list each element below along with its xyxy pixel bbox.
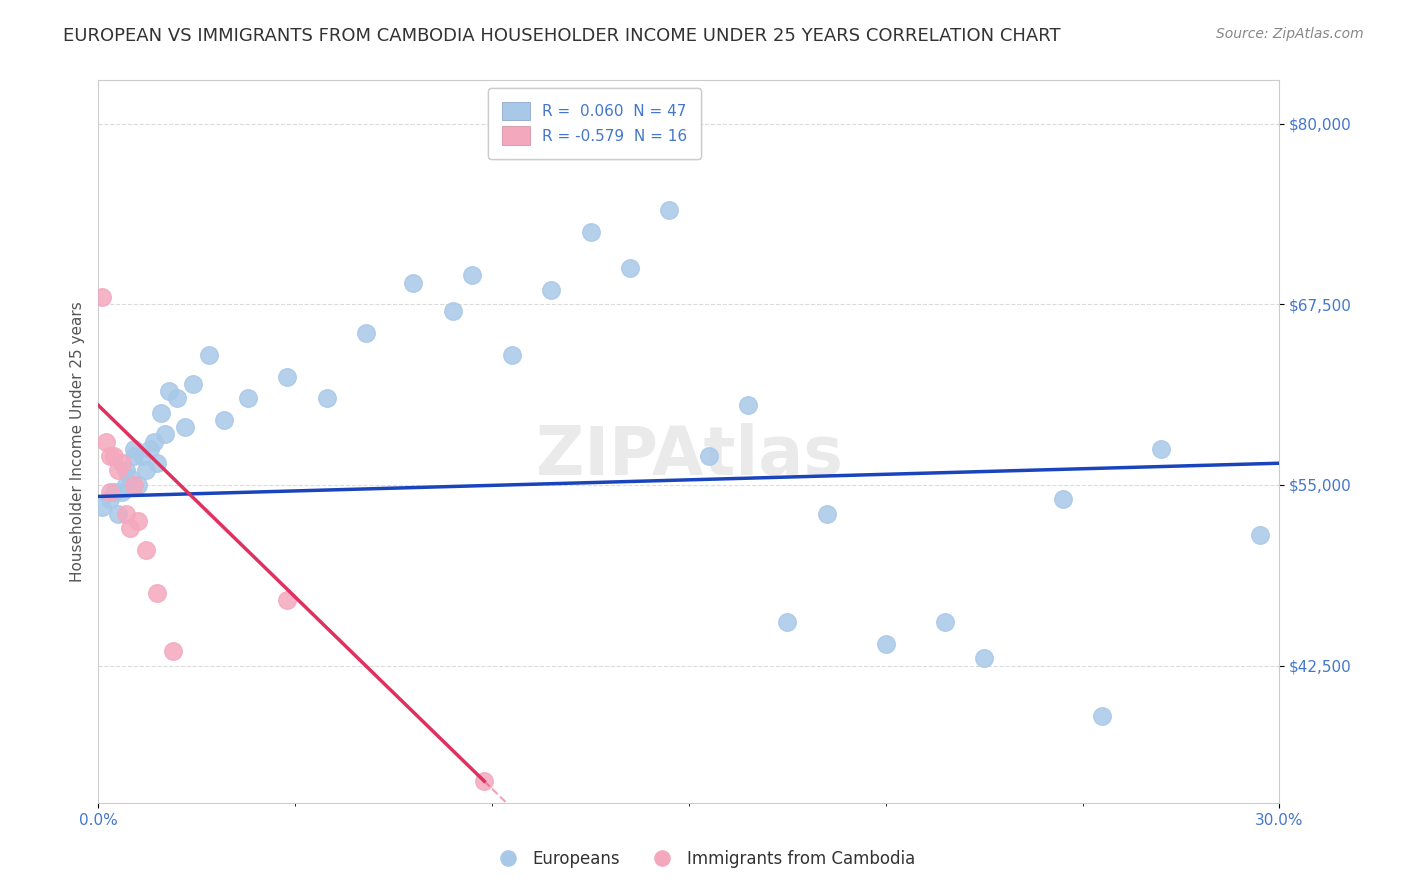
Point xyxy=(122,449,145,463)
Point xyxy=(619,261,641,276)
Point xyxy=(579,225,602,239)
Point xyxy=(1150,442,1173,456)
Point xyxy=(115,478,138,492)
Point xyxy=(138,442,160,456)
Point xyxy=(697,449,720,463)
Point xyxy=(107,463,129,477)
Point xyxy=(1091,709,1114,723)
Point xyxy=(111,485,134,500)
Point xyxy=(540,283,562,297)
Text: ZIPAtlas: ZIPAtlas xyxy=(536,423,842,489)
Point xyxy=(91,290,114,304)
Point xyxy=(142,434,165,449)
Point xyxy=(973,651,995,665)
Point xyxy=(815,507,838,521)
Point xyxy=(115,507,138,521)
Point xyxy=(98,492,121,507)
Point xyxy=(131,449,153,463)
Point xyxy=(107,507,129,521)
Y-axis label: Householder Income Under 25 years: Householder Income Under 25 years xyxy=(69,301,84,582)
Point xyxy=(98,449,121,463)
Point xyxy=(118,521,141,535)
Point xyxy=(174,420,197,434)
Point xyxy=(402,276,425,290)
Point xyxy=(1052,492,1074,507)
Point xyxy=(875,637,897,651)
Point xyxy=(461,268,484,283)
Point xyxy=(776,615,799,629)
Point xyxy=(197,348,219,362)
Point xyxy=(135,463,157,477)
Point xyxy=(115,463,138,477)
Legend: R =  0.060  N = 47, R = -0.579  N = 16: R = 0.060 N = 47, R = -0.579 N = 16 xyxy=(488,88,700,159)
Point xyxy=(315,391,337,405)
Point xyxy=(135,542,157,557)
Point xyxy=(98,485,121,500)
Point xyxy=(127,514,149,528)
Point xyxy=(118,470,141,484)
Legend: Europeans, Immigrants from Cambodia: Europeans, Immigrants from Cambodia xyxy=(484,844,922,875)
Point xyxy=(934,615,956,629)
Text: EUROPEAN VS IMMIGRANTS FROM CAMBODIA HOUSEHOLDER INCOME UNDER 25 YEARS CORRELATI: EUROPEAN VS IMMIGRANTS FROM CAMBODIA HOU… xyxy=(63,27,1062,45)
Point xyxy=(162,644,184,658)
Point xyxy=(146,586,169,600)
Point xyxy=(103,485,125,500)
Point xyxy=(96,434,118,449)
Point xyxy=(737,398,759,412)
Text: Source: ZipAtlas.com: Source: ZipAtlas.com xyxy=(1216,27,1364,41)
Point xyxy=(122,478,145,492)
Point xyxy=(236,391,259,405)
Point xyxy=(441,304,464,318)
Point xyxy=(155,427,177,442)
Point xyxy=(501,348,523,362)
Point xyxy=(103,449,125,463)
Point xyxy=(181,376,204,391)
Point xyxy=(472,774,495,789)
Point xyxy=(146,456,169,470)
Point xyxy=(91,500,114,514)
Point xyxy=(122,442,145,456)
Point xyxy=(111,456,134,470)
Point xyxy=(214,413,236,427)
Point xyxy=(157,384,180,398)
Point xyxy=(150,406,173,420)
Point xyxy=(276,593,298,607)
Point xyxy=(127,478,149,492)
Point xyxy=(1249,528,1271,542)
Point xyxy=(166,391,188,405)
Point xyxy=(276,369,298,384)
Point xyxy=(354,326,377,340)
Point xyxy=(658,203,681,218)
